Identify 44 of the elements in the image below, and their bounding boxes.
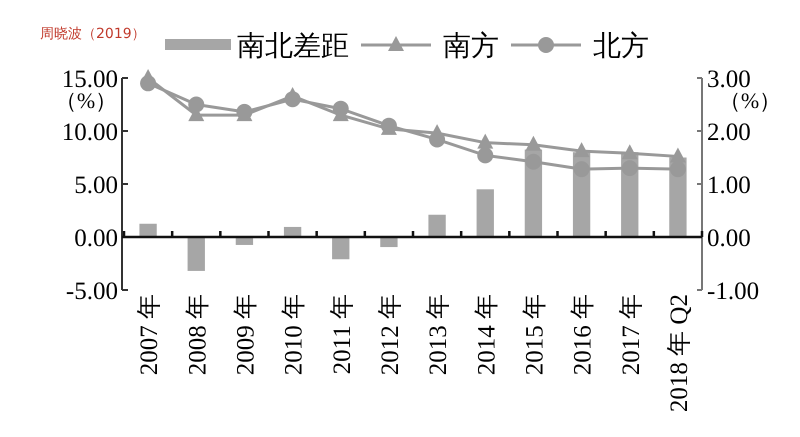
x-tick-label: 2015 年 [521, 294, 548, 376]
bar [332, 237, 350, 260]
y2-tick-label: 0.00 [707, 225, 751, 252]
point [477, 147, 494, 164]
legend-label: 南北差距 [237, 31, 349, 62]
point [525, 136, 542, 151]
y2-tick-label: 1.00 [707, 172, 751, 199]
bar [476, 189, 494, 237]
x-tick-label: 2011 年 [328, 294, 356, 374]
x-tick-label: 2012 年 [376, 294, 404, 376]
x-tick-label: 2017 年 [618, 294, 645, 376]
x-tick-label: 2007 年 [136, 294, 164, 376]
y-tick-label: 10.00 [62, 119, 118, 146]
point [332, 100, 349, 117]
point [622, 144, 638, 160]
point [574, 142, 590, 158]
x-tick-label: 2013 年 [425, 294, 452, 376]
y2-tick-label: -1.00 [707, 278, 760, 305]
legend-label: 北方 [593, 31, 649, 62]
y-tick-label: 0.00 [74, 225, 118, 252]
bar [139, 224, 157, 237]
x-tick-label: 2008 年 [184, 294, 212, 376]
point [140, 75, 156, 92]
x-tick-label: 2018 年 Q2 [666, 294, 693, 412]
y-tick-label: 5.00 [74, 172, 118, 199]
text: 周晓波（2019） [40, 26, 146, 42]
point [670, 147, 686, 162]
x-tick-label: 2014 年 [473, 294, 500, 376]
bar [284, 226, 302, 237]
y-tick-label: -5.00 [66, 278, 118, 305]
x-tick-label: 2009 年 [232, 294, 260, 376]
point [670, 161, 686, 178]
y2-tick-label: 2.00 [707, 119, 751, 146]
point [622, 160, 638, 176]
legend-label: 南方 [443, 31, 499, 62]
point [574, 161, 590, 178]
point [188, 96, 204, 112]
point [525, 154, 542, 170]
x-tick-label: 2010 年 [280, 294, 308, 376]
bar [428, 214, 446, 237]
point [284, 91, 301, 108]
point [477, 134, 494, 149]
x-tick-label: 2016 年 [570, 294, 597, 376]
bar [188, 237, 205, 271]
